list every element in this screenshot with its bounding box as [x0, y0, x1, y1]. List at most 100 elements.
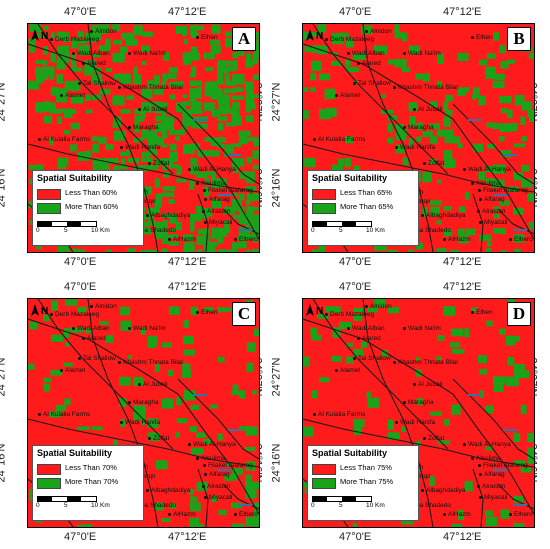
suitable-patch	[168, 369, 174, 377]
suitable-patch	[245, 517, 257, 527]
suitable-patch	[189, 179, 195, 190]
suitable-patch	[84, 67, 93, 76]
suitable-patch	[169, 94, 176, 100]
suitable-patch	[169, 151, 178, 162]
place-label: Alsulima	[471, 180, 501, 187]
place-label: Filaket Alafarag	[478, 462, 528, 469]
place-label: Alared	[357, 335, 381, 342]
suitable-patch	[527, 447, 534, 455]
suitable-patch	[457, 87, 467, 96]
place-label: Elhen	[471, 309, 493, 316]
suitable-patch	[85, 109, 93, 114]
suitable-patch	[169, 123, 174, 135]
suitable-patch	[437, 179, 442, 184]
suitable-patch	[64, 398, 71, 405]
suitable-patch	[246, 137, 259, 142]
suitable-patch	[485, 66, 496, 75]
bottom-tick-2: 47°12'E	[443, 531, 482, 543]
suitable-patch	[245, 94, 255, 104]
suitable-patch	[479, 369, 487, 375]
scale-label-10: 10 Km	[366, 227, 385, 234]
water-mark	[238, 229, 252, 231]
suitable-patch	[71, 109, 77, 114]
place-label: Wadi Hanifa	[120, 419, 160, 426]
suitable-patch	[120, 320, 131, 331]
suitable-patch	[161, 192, 175, 197]
suitable-patch	[346, 67, 359, 73]
suitable-patch	[415, 73, 427, 80]
legend-swatch-red	[312, 189, 336, 200]
panel-label: C	[232, 302, 256, 326]
suitable-patch	[332, 164, 343, 172]
suitable-patch	[245, 200, 251, 205]
suitable-patch	[119, 397, 127, 408]
suitable-patch	[169, 116, 175, 123]
suitable-patch	[106, 67, 113, 72]
suitable-patch	[49, 102, 56, 112]
bottom-tick-1: 47°0'E	[339, 531, 372, 543]
suitable-patch	[500, 150, 512, 158]
suitable-patch	[513, 495, 523, 503]
place-label: Albaghdadiya	[146, 212, 190, 219]
top-tick-2: 47°12'E	[168, 6, 207, 18]
place-label: Elhero	[234, 236, 258, 243]
suitable-patch	[182, 52, 191, 62]
suitable-patch	[437, 53, 444, 64]
suitable-patch	[225, 38, 237, 48]
place-label: Al Jubail	[138, 106, 168, 113]
suitable-patch	[210, 235, 223, 240]
suitable-patch	[71, 248, 78, 252]
suitable-patch	[210, 87, 220, 95]
suitable-patch	[493, 383, 504, 392]
suitable-patch	[190, 143, 201, 150]
suitable-patch	[231, 109, 240, 117]
suitable-patch	[191, 31, 199, 39]
suitable-patch	[119, 376, 131, 386]
suitable-patch	[224, 474, 237, 481]
suitable-patch	[485, 446, 493, 451]
suitable-patch	[436, 220, 442, 225]
suitable-patch	[43, 101, 51, 112]
suitable-patch	[402, 157, 409, 166]
suitable-patch	[190, 25, 197, 35]
suitable-patch	[217, 249, 226, 252]
place-label: Maragha	[128, 124, 159, 131]
suitable-patch	[176, 397, 182, 406]
legend-label-low: Less Than 75%	[340, 463, 392, 472]
suitable-patch	[253, 45, 259, 54]
legend-label-high: More Than 65%	[340, 202, 394, 211]
suitable-patch	[252, 164, 259, 170]
suitable-patch	[77, 31, 85, 39]
suitable-patch	[154, 221, 164, 229]
suitable-patch	[513, 364, 525, 372]
suitable-patch	[361, 341, 367, 348]
place-label: Alared	[82, 335, 106, 342]
suitable-patch	[224, 307, 236, 312]
suitable-patch	[472, 87, 480, 98]
suitable-patch	[189, 73, 196, 78]
suitable-patch	[239, 390, 246, 399]
suitable-patch	[311, 32, 321, 37]
suitable-patch	[422, 172, 432, 183]
suitable-patch	[464, 328, 469, 338]
place-label: Derb Mazaleeg	[325, 311, 374, 318]
water-mark	[468, 119, 482, 121]
suitable-patch	[113, 39, 123, 45]
suitable-patch	[126, 39, 138, 46]
place-label: Alamet	[335, 92, 360, 99]
suitable-patch	[232, 74, 245, 85]
place-label: AlHazm	[168, 511, 196, 518]
place-label: Alraisan	[477, 483, 505, 490]
suitable-patch	[443, 419, 450, 426]
suitable-patch	[233, 60, 238, 69]
suitable-patch	[70, 144, 78, 152]
suitable-patch	[353, 165, 360, 174]
suitable-patch	[422, 73, 430, 82]
suitable-patch	[190, 221, 195, 232]
suitable-patch	[458, 143, 463, 149]
suitable-patch	[190, 101, 202, 112]
suitable-patch	[464, 481, 473, 492]
suitable-patch	[218, 509, 227, 515]
suitable-patch	[457, 52, 469, 61]
suitable-patch	[50, 334, 64, 342]
